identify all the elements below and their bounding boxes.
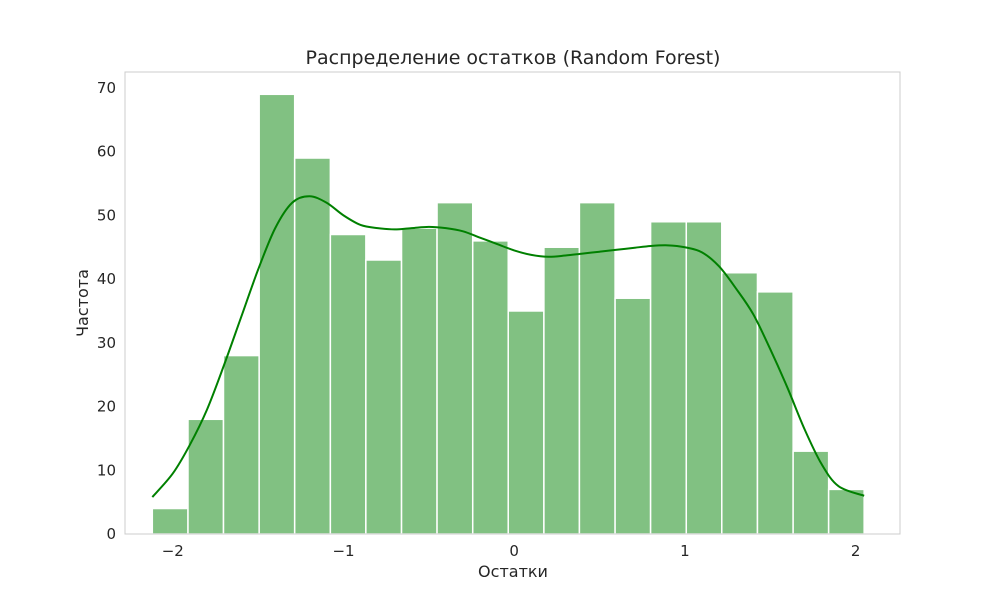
y-axis-label: Частота [73,269,92,337]
y-ticks-group: 0 10 20 30 40 50 60 70 [97,79,116,543]
x-axis-label: Остатки [478,562,548,581]
histogram-bar [365,259,403,535]
histogram-bar [400,227,438,535]
histogram-bar [685,221,723,535]
histogram-bar [222,354,260,535]
histogram-bar [792,450,830,535]
x-tick-label: 1 [680,542,690,560]
x-ticks-group: −2 −1 0 1 2 [162,542,861,560]
histogram-bar [578,201,616,535]
x-tick-label: 0 [509,542,519,560]
kde-line [151,195,865,498]
histogram-bar [293,157,332,535]
histogram-bar [827,488,865,535]
x-tick-label: −1 [332,542,354,560]
y-tick-label: 40 [97,270,116,288]
y-tick-label: 30 [97,334,116,352]
histogram-bar [507,310,545,535]
histogram-bar [258,93,296,535]
histogram-bar [756,291,794,535]
histogram-bar [614,297,652,535]
x-tick-label: 2 [851,542,861,560]
y-tick-label: 60 [97,143,116,161]
bars-group [151,93,865,535]
x-tick-label: −2 [162,542,184,560]
y-tick-label: 70 [97,79,116,97]
histogram-bar [329,233,367,535]
y-tick-label: 20 [97,398,116,416]
histogram-bar [649,221,688,535]
histogram-bar [436,201,474,535]
y-tick-label: 10 [97,461,116,479]
plot-frame [124,71,901,535]
histogram-bar [471,240,509,535]
kde-group [151,195,865,498]
y-tick-label: 0 [106,525,116,543]
histogram-bar [151,507,189,535]
chart-title: Распределение остатков (Random Forest) [306,47,721,69]
histogram-bar [543,246,581,535]
y-tick-label: 50 [97,206,116,224]
